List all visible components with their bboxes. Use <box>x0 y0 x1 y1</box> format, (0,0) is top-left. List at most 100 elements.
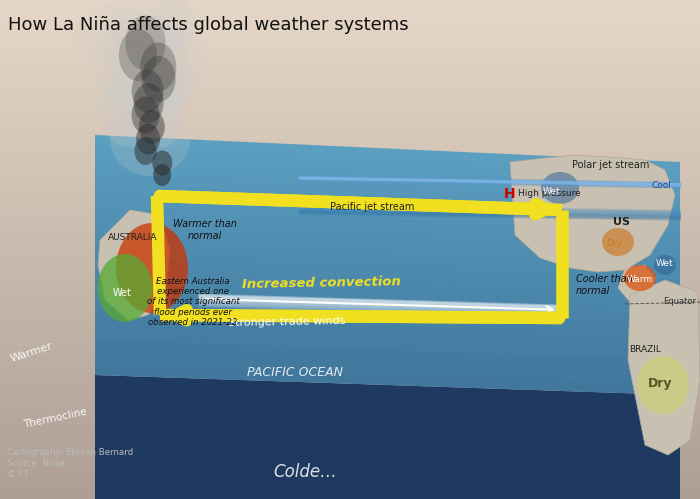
Bar <box>0 300 700 301</box>
Bar <box>0 430 700 431</box>
Bar <box>0 94 700 95</box>
Bar <box>0 193 700 194</box>
Bar <box>0 40 700 41</box>
Bar <box>0 407 700 408</box>
Bar <box>0 57 700 58</box>
Bar <box>0 121 700 122</box>
Ellipse shape <box>90 29 143 95</box>
Bar <box>0 96 700 97</box>
Bar <box>0 330 700 331</box>
Bar <box>0 301 700 302</box>
Bar <box>0 64 700 65</box>
Bar <box>0 396 700 397</box>
Bar <box>0 436 700 437</box>
Bar <box>0 237 700 238</box>
Polygon shape <box>95 375 680 499</box>
Bar <box>0 172 700 173</box>
Bar <box>0 87 700 88</box>
Bar <box>0 326 700 327</box>
Ellipse shape <box>97 62 178 138</box>
Bar <box>0 91 700 92</box>
Bar <box>0 203 700 204</box>
Bar <box>0 421 700 422</box>
Bar <box>0 35 700 36</box>
Text: US: US <box>613 217 631 227</box>
Bar <box>0 293 700 294</box>
Text: Colde…: Colde… <box>273 463 337 481</box>
Polygon shape <box>95 279 680 313</box>
Text: Cooler than
normal: Cooler than normal <box>576 274 633 296</box>
Bar <box>0 412 700 413</box>
Bar <box>0 46 700 47</box>
Bar <box>0 395 700 396</box>
Bar <box>0 342 700 343</box>
Bar <box>0 389 700 390</box>
Bar <box>0 483 700 484</box>
Bar <box>0 142 700 143</box>
Bar <box>0 298 700 299</box>
Bar <box>0 162 700 163</box>
Bar <box>0 475 700 476</box>
Bar <box>0 485 700 486</box>
Bar <box>0 27 700 28</box>
Bar <box>0 247 700 248</box>
Bar <box>0 246 700 247</box>
Bar <box>0 252 700 253</box>
Bar <box>0 446 700 447</box>
Bar <box>0 397 700 398</box>
Ellipse shape <box>113 0 189 58</box>
Bar <box>0 261 700 262</box>
Bar <box>0 370 700 371</box>
Text: H: H <box>504 187 516 201</box>
Bar <box>0 355 700 356</box>
Bar <box>0 377 700 378</box>
Bar <box>0 323 700 324</box>
Bar <box>0 384 700 385</box>
Bar <box>0 288 700 289</box>
Bar <box>0 254 700 255</box>
Bar <box>0 2 700 3</box>
Bar <box>0 410 700 411</box>
Bar <box>0 224 700 225</box>
Bar <box>0 160 700 161</box>
Bar <box>0 221 700 222</box>
Bar <box>0 398 700 399</box>
Bar <box>0 352 700 353</box>
Bar <box>0 378 700 379</box>
Bar <box>0 439 700 440</box>
Bar <box>0 279 700 280</box>
Bar <box>0 32 700 33</box>
Bar <box>0 379 700 380</box>
Bar <box>0 239 700 240</box>
Bar <box>0 338 700 339</box>
Ellipse shape <box>95 20 146 67</box>
Bar <box>0 382 700 383</box>
Bar <box>0 356 700 357</box>
Bar <box>0 178 700 179</box>
Bar <box>0 241 700 242</box>
Bar <box>0 128 700 129</box>
Text: Wet: Wet <box>543 188 561 197</box>
Bar <box>0 73 700 74</box>
Polygon shape <box>95 267 680 302</box>
Bar <box>0 315 700 316</box>
Bar <box>0 354 700 355</box>
Bar <box>0 215 700 216</box>
Bar <box>0 165 700 166</box>
Bar <box>0 357 700 358</box>
Ellipse shape <box>140 42 176 91</box>
Bar <box>0 477 700 478</box>
Text: High pressure: High pressure <box>518 190 581 199</box>
Bar <box>0 321 700 322</box>
Bar <box>0 481 700 482</box>
Bar <box>0 402 700 403</box>
Bar <box>0 1 700 2</box>
Bar <box>0 266 700 267</box>
Bar <box>0 269 700 270</box>
Bar <box>0 148 700 149</box>
Bar <box>0 471 700 472</box>
Bar <box>0 423 700 424</box>
Bar <box>0 307 700 308</box>
Bar <box>0 447 700 448</box>
Bar <box>0 59 700 60</box>
